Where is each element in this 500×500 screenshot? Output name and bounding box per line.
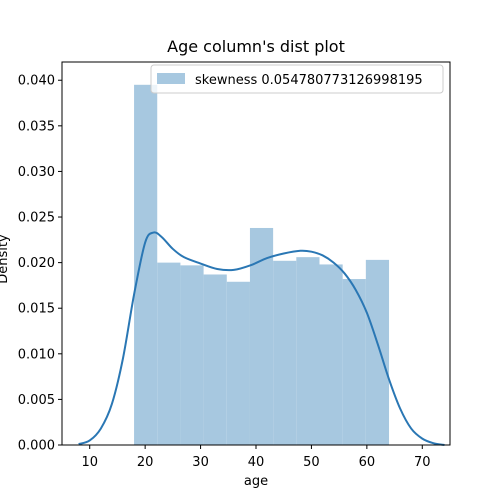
histogram-bar — [273, 260, 297, 445]
y-axis-label: Density — [0, 234, 11, 284]
histogram-bar — [319, 264, 343, 445]
legend: skewness 0.054780773126998195 — [150, 64, 444, 94]
histogram-bar — [134, 84, 158, 446]
chart-title: Age column's dist plot — [167, 37, 345, 56]
x-tick-label: 70 — [414, 455, 431, 470]
histogram-bar — [226, 281, 250, 445]
histogram-bars — [134, 84, 390, 446]
y-axis-ticks: 0.000 0.005 0.010 0.015 0.020 0.025 0.030 0.035… — [18, 74, 62, 454]
y-tick-label: 0.010 — [18, 347, 55, 362]
y-tick-label: 0.020 — [18, 256, 55, 271]
y-tick-label: 0.035 — [18, 119, 55, 134]
histogram-bar — [180, 265, 204, 445]
histogram-bar — [296, 257, 320, 445]
x-tick-label: 20 — [137, 455, 154, 470]
x-tick-label: 40 — [248, 455, 265, 470]
x-tick-label: 10 — [81, 455, 98, 470]
kde-line — [78, 231, 445, 446]
histogram-bar — [157, 262, 181, 445]
histogram-bar — [249, 227, 274, 445]
y-tick-label: 0.030 — [18, 165, 55, 180]
y-tick-label: 0.005 — [18, 393, 55, 408]
x-axis-label: age — [244, 474, 268, 489]
x-tick-label: 60 — [359, 455, 376, 470]
histogram-bar — [365, 259, 390, 445]
x-tick-label: 50 — [303, 455, 320, 470]
legend-box — [150, 64, 444, 94]
y-tick-label: 0.025 — [18, 211, 55, 226]
histogram-bar — [203, 274, 227, 445]
y-tick-label: 0.000 — [18, 439, 55, 454]
y-tick-label: 0.015 — [18, 302, 55, 317]
legend-swatch — [157, 73, 185, 84]
x-axis-ticks: 10 20 30 40 50 60 70 — [81, 445, 431, 470]
legend-label: skewness 0.054780773126998195 — [195, 73, 423, 88]
x-tick-label: 30 — [192, 455, 209, 470]
histogram-bar — [342, 279, 366, 445]
y-tick-label: 0.040 — [18, 74, 55, 89]
